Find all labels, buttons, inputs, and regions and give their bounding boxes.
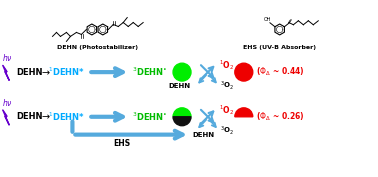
Text: EHS (UV-B Absorber): EHS (UV-B Absorber) <box>243 45 316 50</box>
Polygon shape <box>3 110 9 125</box>
Text: ($\Phi_\Delta$ ~ 0.26): ($\Phi_\Delta$ ~ 0.26) <box>256 110 304 123</box>
Text: DEHN: DEHN <box>17 68 43 77</box>
Text: $^3$O$_2$: $^3$O$_2$ <box>220 124 234 137</box>
Wedge shape <box>235 108 253 117</box>
Text: $h\nu$: $h\nu$ <box>2 52 12 63</box>
Text: $\rightarrow$: $\rightarrow$ <box>40 112 51 122</box>
Wedge shape <box>173 117 191 126</box>
Text: $^3$DEHN$^{\bullet}$: $^3$DEHN$^{\bullet}$ <box>132 111 168 123</box>
Text: $^1$O$_2$: $^1$O$_2$ <box>219 58 234 72</box>
Circle shape <box>235 63 253 81</box>
Text: DEHN: DEHN <box>17 112 43 121</box>
Text: $^1$O$_2$: $^1$O$_2$ <box>219 103 234 117</box>
Text: $^3$DEHN$^{\bullet}$: $^3$DEHN$^{\bullet}$ <box>132 66 168 78</box>
Text: EHS: EHS <box>114 139 131 148</box>
Text: $^1$DEHN*: $^1$DEHN* <box>48 66 85 78</box>
Circle shape <box>173 63 191 81</box>
Text: $h\nu$: $h\nu$ <box>2 97 12 108</box>
Wedge shape <box>173 108 191 117</box>
Text: OH: OH <box>264 17 272 22</box>
Text: DEHN: DEHN <box>192 132 214 138</box>
Text: $\rightarrow$: $\rightarrow$ <box>40 67 51 77</box>
Text: DEHN (Photostabilizer): DEHN (Photostabilizer) <box>57 45 138 50</box>
Polygon shape <box>3 65 9 81</box>
Text: $^1$DEHN*: $^1$DEHN* <box>48 111 85 123</box>
Text: ($\Phi_\Delta$ ~ 0.44): ($\Phi_\Delta$ ~ 0.44) <box>256 66 305 78</box>
Text: $^3$O$_2$: $^3$O$_2$ <box>220 80 234 92</box>
Text: DEHN: DEHN <box>169 83 191 89</box>
